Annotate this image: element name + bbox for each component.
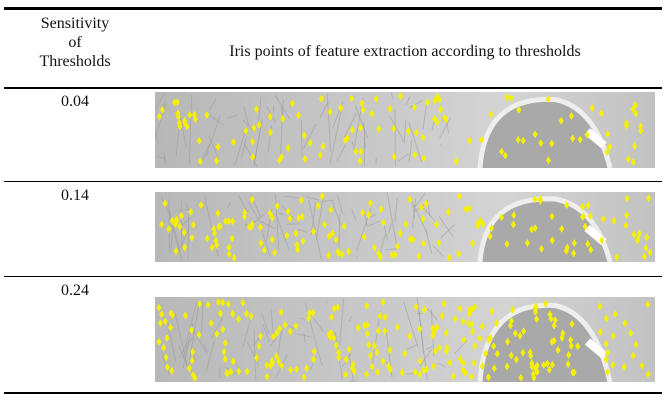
header-cell: Iris points of feature extraction accord… (150, 42, 660, 61)
row-rule (4, 276, 662, 277)
top-rule (4, 7, 662, 10)
iris-image (155, 92, 655, 168)
row-rule (4, 181, 662, 182)
iris-fiber (341, 358, 342, 359)
threshold-cell: 0.14 (25, 186, 125, 205)
iris-fiber (181, 200, 182, 248)
threshold-cell: 0.04 (25, 92, 125, 111)
header-cell: Sensitivity of Thresholds (25, 14, 125, 71)
iris-fiber (327, 302, 328, 304)
bottom-rule (4, 392, 662, 394)
iris-fiber (301, 120, 302, 157)
iris-image (155, 297, 655, 382)
header-rule (4, 87, 662, 89)
threshold-cell: 0.24 (25, 281, 125, 300)
iris-fiber (299, 318, 304, 319)
iris-image (155, 192, 655, 262)
table-figure: Sensitivity of Thresholds Iris points of… (0, 0, 666, 405)
